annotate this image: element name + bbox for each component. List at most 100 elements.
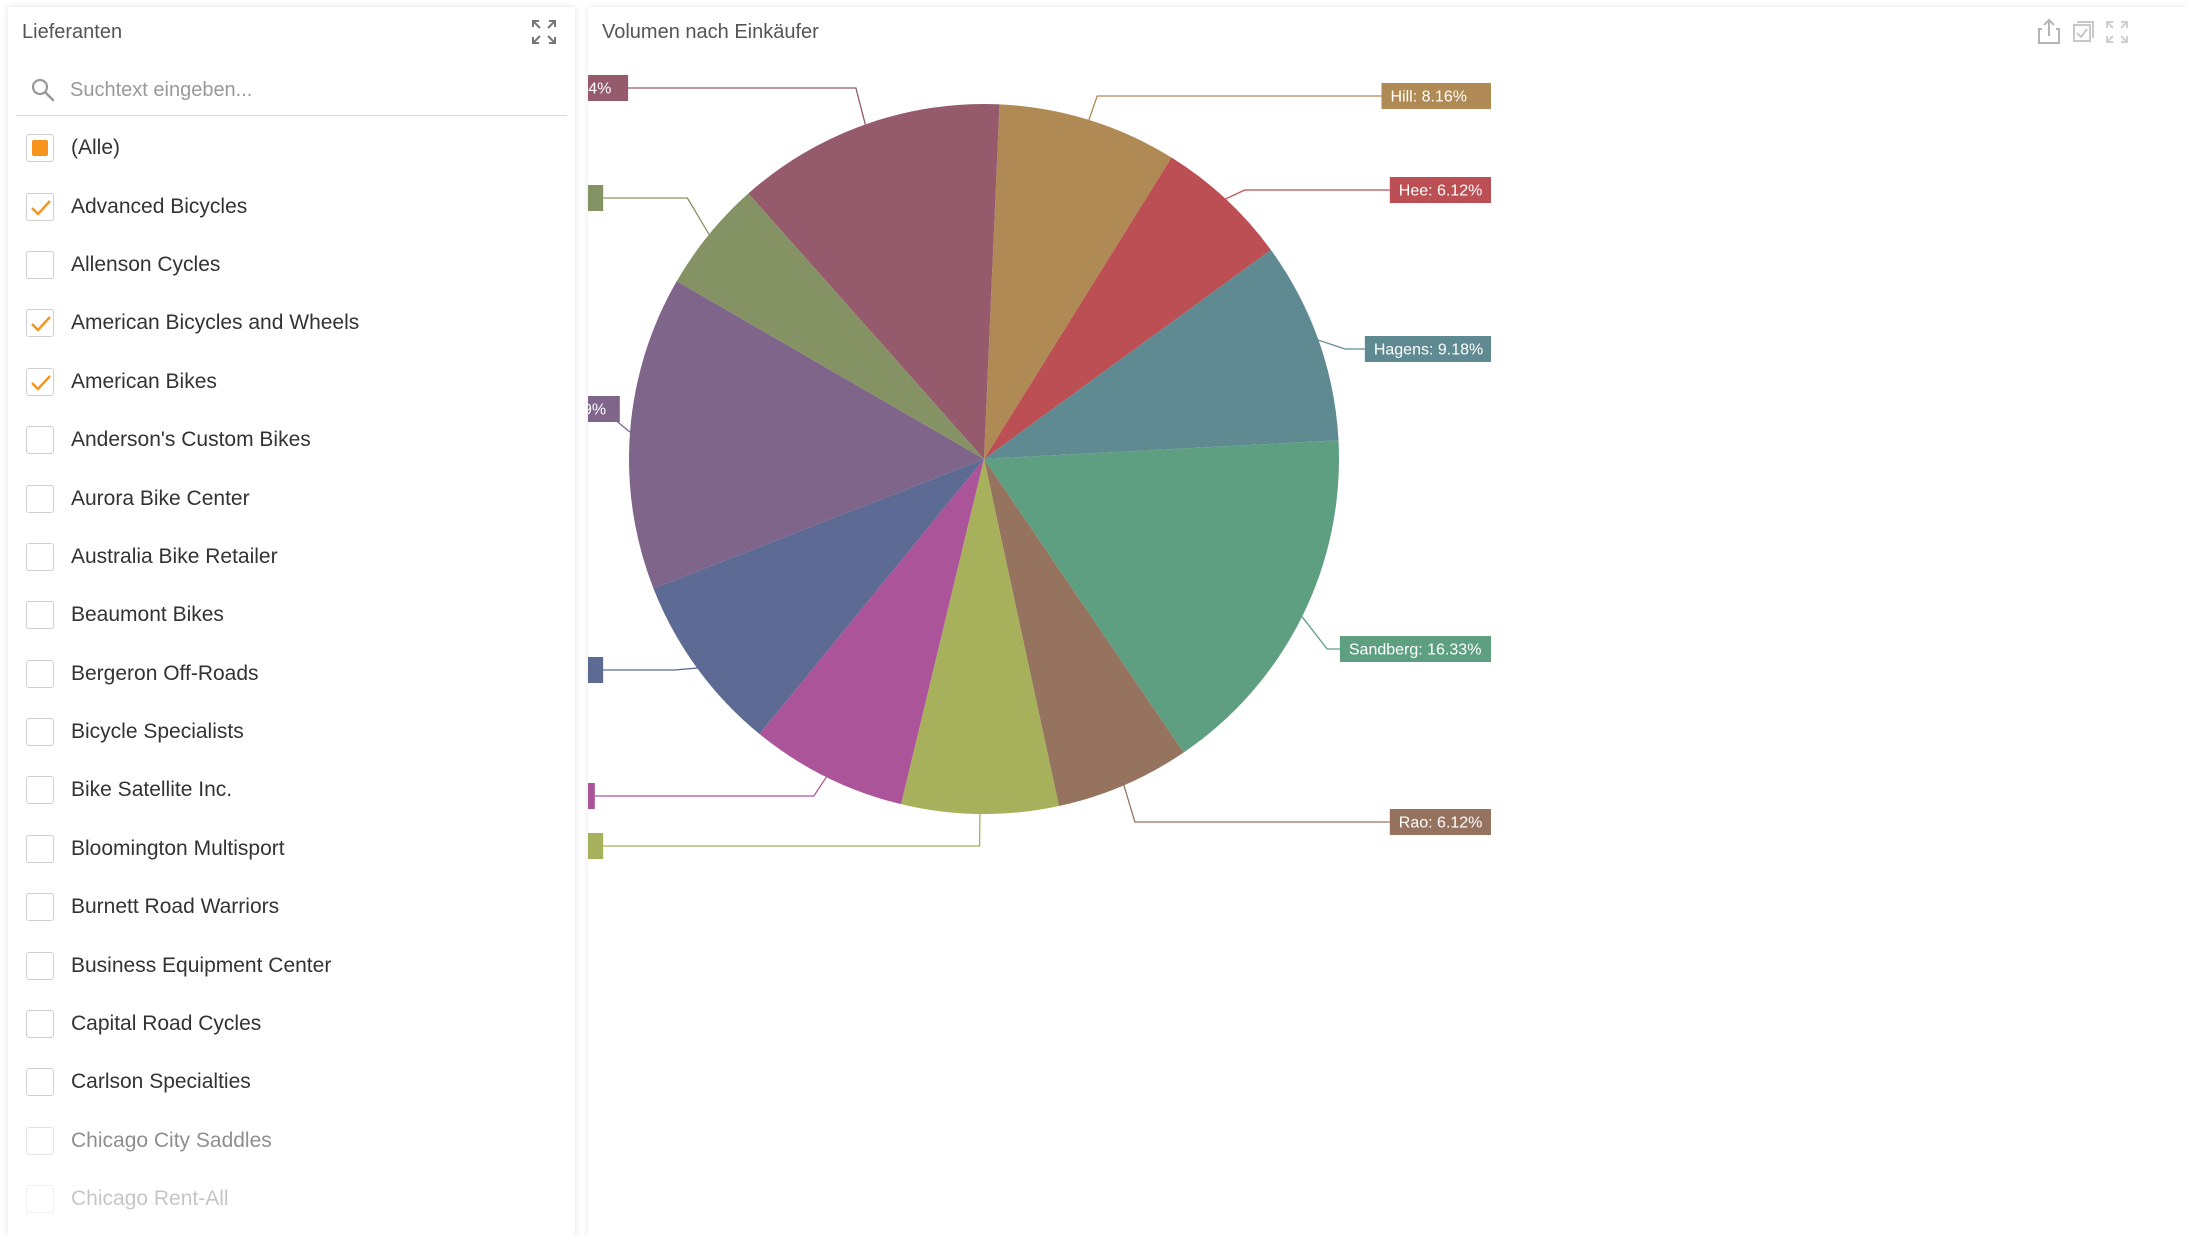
checkbox[interactable]: [26, 484, 54, 513]
search-icon: [30, 77, 56, 103]
chart-panel: Volumen nach Einkäufer: [588, 7, 2187, 1236]
checkbox[interactable]: [26, 1126, 54, 1155]
search-box: [16, 65, 567, 116]
list-item[interactable]: (Alle): [26, 119, 566, 177]
partial-check-icon: [32, 140, 48, 157]
checkbox[interactable]: [26, 134, 54, 163]
chart-title: Volumen nach Einkäufer: [602, 21, 819, 43]
slice-label-box: [588, 75, 629, 101]
list-item-label: American Bikes: [71, 369, 217, 393]
list-item-label: Bloomington Multisport: [71, 836, 285, 860]
list-item-label: Bergeron Off-Roads: [71, 661, 259, 685]
pie-slice-sandberg[interactable]: [984, 440, 1339, 753]
filter-panel-title: Lieferanten: [22, 21, 123, 43]
supplier-list: (Alle) Advanced Bicycles Allenson Cycles Am…: [26, 119, 566, 1228]
pie-slice-hagens[interactable]: [984, 249, 1339, 459]
slice-label-hillmann: Hillmann: 12.24%: [588, 81, 611, 98]
leader-line: [1088, 95, 1382, 121]
pie-slice-ogisu[interactable]: [759, 459, 984, 805]
list-item-label: Allenson Cycles: [71, 252, 221, 276]
slice-label-hill: Hill: 8.16%: [1390, 89, 1466, 106]
export-icon[interactable]: [2032, 15, 2066, 49]
list-item[interactable]: Allenson Cycles: [26, 236, 566, 294]
pie-slice-meisner[interactable]: [629, 281, 984, 589]
checkbox[interactable]: [26, 659, 54, 688]
leader-line: [628, 87, 866, 125]
checkbox[interactable]: [26, 1185, 54, 1214]
slice-label-box: [1339, 636, 1491, 662]
list-item[interactable]: American Bicycles and Wheels: [26, 294, 566, 352]
list-item[interactable]: Bloomington Multisport: [26, 820, 566, 878]
search-input[interactable]: [68, 71, 552, 109]
leader-line: [1225, 189, 1390, 200]
checkbox[interactable]: [26, 367, 54, 396]
checkbox[interactable]: [26, 250, 54, 279]
list-item-label: Carlson Specialties: [71, 1070, 251, 1094]
expand-icon[interactable]: [529, 17, 559, 47]
list-item[interactable]: Anderson's Custom Bikes: [26, 411, 566, 469]
list-item[interactable]: Chicago City Saddles: [26, 1112, 566, 1170]
list-item-label: Bike Satellite Inc.: [71, 778, 233, 802]
list-item-label: Chicago Rent-All: [71, 1187, 229, 1211]
leader-line: [603, 667, 698, 671]
list-item[interactable]: Aurora Bike Center: [26, 469, 566, 527]
list-item[interactable]: Capital Road Cycles: [26, 995, 566, 1053]
checkbox[interactable]: [26, 1068, 54, 1097]
list-item[interactable]: Carlson Specialties: [26, 1053, 566, 1111]
checkbox[interactable]: [26, 601, 54, 630]
fullscreen-icon[interactable]: [2100, 15, 2134, 49]
pie-slice-miller[interactable]: [653, 459, 984, 734]
checkbox[interactable]: [26, 718, 54, 747]
checkmark-icon: [31, 316, 51, 333]
slice-label-box: [588, 657, 604, 683]
slice-label-box: [1389, 809, 1491, 835]
slice-label-box: [588, 833, 604, 859]
list-item-label: Advanced Bicycles: [71, 194, 248, 218]
list-item-label: American Bicycles and Wheels: [71, 311, 360, 335]
list-item-label: Business Equipment Center: [71, 953, 332, 977]
checkbox[interactable]: [26, 834, 54, 863]
list-item-label: (Alle): [71, 136, 121, 160]
slice-label-sandberg: Sandberg: 16.33%: [1349, 642, 1482, 659]
pie-chart: Hill: 8.16% Hee: 6.12% Hagens: 9.18% Sandbe…: [588, 75, 2187, 1236]
list-item[interactable]: Chicago Rent-All: [26, 1170, 566, 1228]
checkbox[interactable]: [26, 776, 54, 805]
checkbox[interactable]: [26, 542, 54, 571]
checkbox[interactable]: [26, 426, 54, 455]
list-item[interactable]: Beaumont Bikes: [26, 586, 566, 644]
list-item-label: Capital Road Cycles: [71, 1012, 262, 1036]
checkbox[interactable]: [26, 309, 54, 338]
list-item[interactable]: Advanced Bicycles: [26, 177, 566, 235]
list-item[interactable]: Business Equipment Center: [26, 936, 566, 994]
pie-slice-pellow[interactable]: [901, 459, 1059, 814]
checkbox[interactable]: [26, 951, 54, 980]
leader-line: [1318, 339, 1365, 350]
slice-label-box: [588, 783, 595, 809]
list-item[interactable]: American Bikes: [26, 353, 566, 411]
list-item-label: Australia Bike Retailer: [71, 544, 278, 568]
pie-slice-hill[interactable]: [984, 104, 1172, 459]
pie-slice-kurjan[interactable]: [676, 193, 984, 460]
list-item[interactable]: Burnett Road Warriors: [26, 878, 566, 936]
pie-slice-hillmann[interactable]: [748, 103, 1000, 459]
pie-slice-rao[interactable]: [984, 459, 1184, 806]
multiselect-icon[interactable]: [2066, 15, 2100, 49]
list-item-label: Chicago City Saddles: [71, 1128, 272, 1152]
leader-line: [1301, 616, 1340, 650]
list-item-label: Anderson's Custom Bikes: [71, 428, 311, 452]
list-item[interactable]: Bike Satellite Inc.: [26, 761, 566, 819]
leader-line: [594, 776, 827, 797]
list-item[interactable]: Bicycle Specialists: [26, 703, 566, 761]
slice-label-box: [588, 396, 620, 422]
filter-panel: Lieferanten (Alle) Advanced Bicycles Allen…: [8, 7, 575, 1236]
checkbox[interactable]: [26, 1010, 54, 1039]
checkbox[interactable]: [26, 893, 54, 922]
list-item-label: Bicycle Specialists: [71, 720, 244, 744]
checkmark-icon: [31, 199, 51, 216]
checkbox[interactable]: [26, 192, 54, 221]
leader-line: [603, 197, 710, 235]
slice-label-box: [1389, 177, 1491, 203]
list-item[interactable]: Australia Bike Retailer: [26, 528, 566, 586]
list-item[interactable]: Bergeron Off-Roads: [26, 645, 566, 703]
pie-slice-hee[interactable]: [984, 157, 1271, 459]
